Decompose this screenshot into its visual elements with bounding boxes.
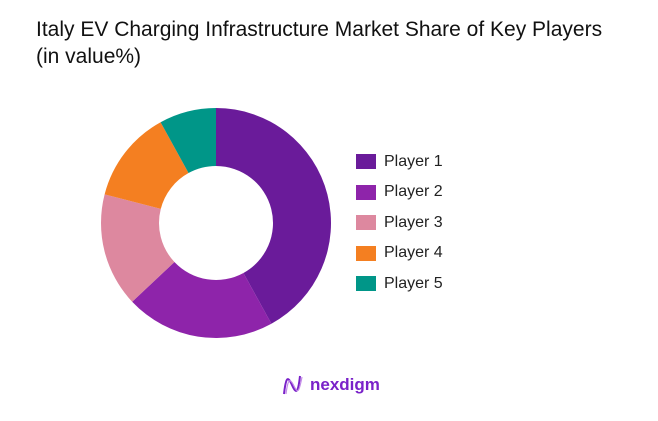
legend-item: Player 3 bbox=[356, 213, 443, 231]
legend-label: Player 3 bbox=[384, 213, 443, 231]
legend-label: Player 1 bbox=[384, 152, 443, 170]
brand-name: nexdigm bbox=[310, 375, 380, 394]
legend-swatch bbox=[356, 215, 376, 230]
legend-swatch bbox=[356, 154, 376, 169]
legend-swatch bbox=[356, 245, 376, 261]
slice-player-4 bbox=[104, 122, 189, 209]
legend-item: Player 1 bbox=[356, 152, 443, 170]
legend-item: Player 4 bbox=[356, 244, 443, 261]
legend-swatch bbox=[356, 184, 376, 200]
legend-label: Player 5 bbox=[384, 274, 443, 292]
nexdigm-logo: nexdigm bbox=[282, 374, 380, 396]
legend-swatch bbox=[356, 276, 376, 291]
legend-item: Player 5 bbox=[356, 274, 443, 292]
legend-label: Player 2 bbox=[384, 183, 443, 200]
legend-label: Player 4 bbox=[384, 244, 443, 261]
legend: Player 1 Player 2 Player 3 Player 4 Player 5 bbox=[356, 152, 443, 307]
slice-player-2 bbox=[132, 262, 272, 338]
slice-player-5 bbox=[160, 108, 216, 174]
slice-player-1 bbox=[216, 108, 332, 324]
legend-item: Player 2 bbox=[356, 183, 443, 200]
slice-player-3 bbox=[101, 194, 175, 302]
chart-title: Italy EV Charging Infrastructure Market … bbox=[36, 18, 603, 68]
nexdigm-logo-icon bbox=[283, 375, 303, 395]
